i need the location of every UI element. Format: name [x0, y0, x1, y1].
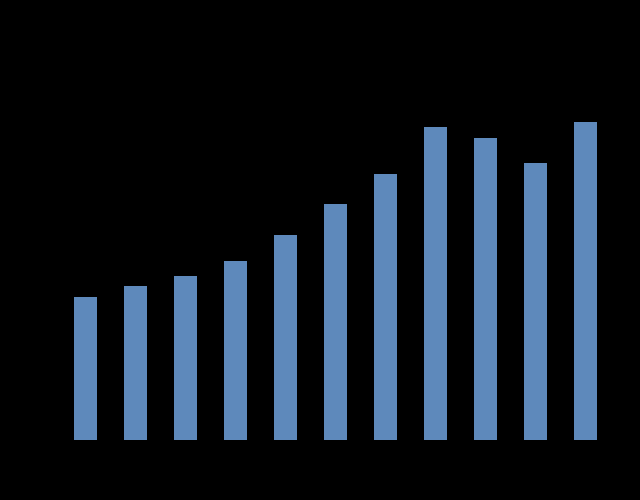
bar-chart	[0, 0, 640, 500]
bar	[474, 138, 497, 440]
bar	[274, 235, 297, 440]
bar	[324, 204, 347, 440]
bar	[524, 163, 547, 440]
bar	[74, 297, 97, 441]
bar	[174, 276, 197, 440]
bar	[574, 122, 597, 440]
bar	[224, 261, 247, 440]
bar	[424, 127, 447, 440]
bar	[124, 286, 147, 440]
bar	[374, 174, 397, 441]
